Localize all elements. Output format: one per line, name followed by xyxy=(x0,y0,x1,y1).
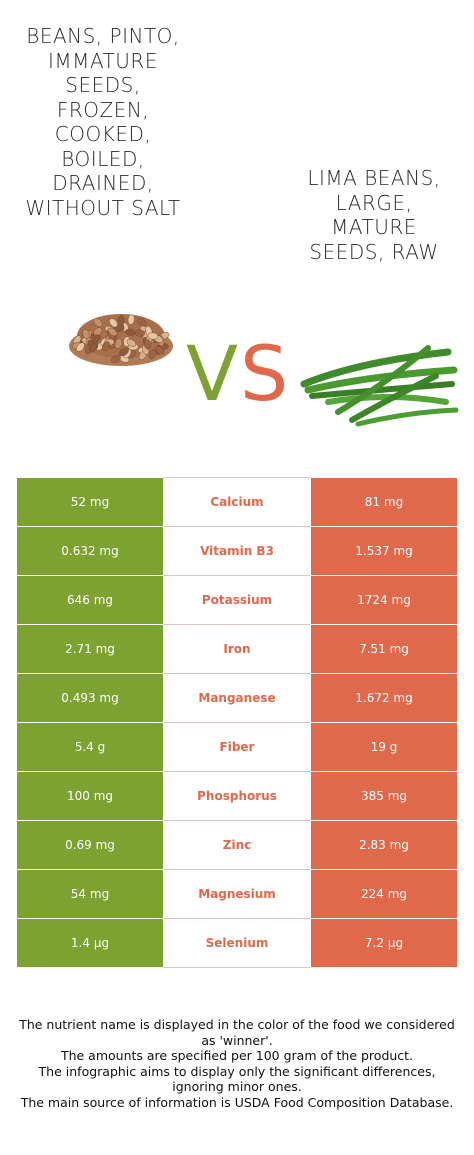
left-value: 2.71 mg xyxy=(17,624,163,674)
nutrient-row: 0.493 mg Manganese 1.672 mg xyxy=(17,673,457,723)
footnote-3: The infographic aims to display only the… xyxy=(38,1063,436,1095)
left-value: 0.69 mg xyxy=(17,820,163,870)
left-value: 1.4 µg xyxy=(17,918,163,968)
nutrient-row: 54 mg Magnesium 224 mg xyxy=(17,869,457,919)
nutrient-row: 0.69 mg Zinc 2.83 mg xyxy=(17,820,457,870)
nutrient-name: Potassium xyxy=(163,575,311,625)
nutrient-row: 5.4 g Fiber 19 g xyxy=(17,722,457,772)
nutrient-comparison-table: 52 mg Calcium 81 mg 0.632 mg Vitamin B3 1.537… xyxy=(17,477,457,968)
nutrient-name: Magnesium xyxy=(163,869,311,919)
nutrient-row: 646 mg Potassium 1724 mg xyxy=(17,575,457,625)
nutrient-name: Calcium xyxy=(163,477,311,527)
nutrient-name: Vitamin B3 xyxy=(163,526,311,576)
footnote-1: The nutrient name is displayed in the co… xyxy=(19,1017,455,1048)
right-value: 1724 mg xyxy=(311,575,457,625)
left-value: 100 mg xyxy=(17,771,163,821)
nutrient-name: Phosphorus xyxy=(163,771,311,821)
right-value: 224 mg xyxy=(311,869,457,919)
vs-s-letter: S xyxy=(240,330,288,410)
footnotes: The nutrient name is displayed in the co… xyxy=(14,1017,460,1110)
nutrient-name: Selenium xyxy=(163,918,311,968)
right-value: 2.83 mg xyxy=(311,820,457,870)
right-value: 1.672 mg xyxy=(311,673,457,723)
right-value: 385 mg xyxy=(311,771,457,821)
nutrient-row: 100 mg Phosphorus 385 mg xyxy=(17,771,457,821)
left-value: 0.632 mg xyxy=(17,526,163,576)
nutrient-name: Manganese xyxy=(163,673,311,723)
right-value: 7.51 mg xyxy=(311,624,457,674)
vs-v-letter: V xyxy=(186,330,238,410)
nutrient-row: 1.4 µg Selenium 7.2 µg xyxy=(17,918,457,968)
right-value: 7.2 µg xyxy=(311,918,457,968)
left-value: 646 mg xyxy=(17,575,163,625)
nutrient-name: Iron xyxy=(163,624,311,674)
nutrient-row: 52 mg Calcium 81 mg xyxy=(17,477,457,527)
pinto-beans-image xyxy=(69,314,173,366)
right-value: 1.537 mg xyxy=(311,526,457,576)
right-food-title: Lima beans, large, mature seeds, raw xyxy=(307,166,441,264)
nutrient-row: 0.632 mg Vitamin B3 1.537 mg xyxy=(17,526,457,576)
lima-beans-image xyxy=(300,345,459,427)
left-value: 0.493 mg xyxy=(17,673,163,723)
right-value: 81 mg xyxy=(311,477,457,527)
footnote-4: The main source of information is USDA F… xyxy=(20,1094,454,1110)
nutrient-name: Zinc xyxy=(163,820,311,870)
nutrient-row: 2.71 mg Iron 7.51 mg xyxy=(17,624,457,674)
vs-label: V S xyxy=(186,330,288,410)
left-value: 54 mg xyxy=(17,869,163,919)
left-food-title: Beans, pinto, immature seeds, frozen, co… xyxy=(25,24,181,220)
left-value: 5.4 g xyxy=(17,722,163,772)
footnote-2: The amounts are specified per 100 gram o… xyxy=(60,1048,414,1063)
nutrient-name: Fiber xyxy=(163,722,311,772)
left-value: 52 mg xyxy=(17,477,163,527)
right-value: 19 g xyxy=(311,722,457,772)
